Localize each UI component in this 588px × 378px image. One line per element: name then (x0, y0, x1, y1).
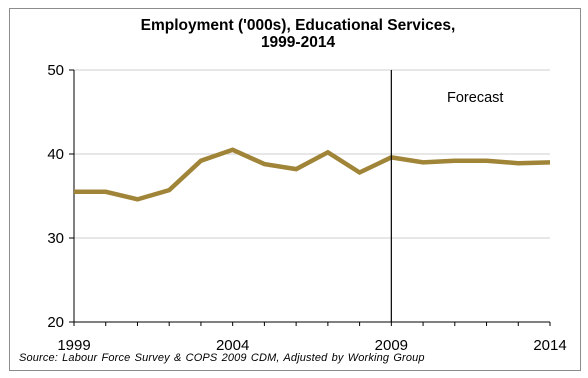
x-tick-label: 1999 (57, 337, 90, 354)
chart-title: Employment ('000s), Educational Services… (0, 17, 588, 51)
y-tick-label: 30 (47, 230, 64, 247)
chart-title-line-1: Employment ('000s), Educational Services… (140, 17, 456, 34)
annotations: Forecast (390, 70, 503, 322)
y-tick-label: 20 (47, 314, 64, 331)
x-tick-labels: 1999 2004 2009 2014 (57, 337, 566, 354)
series-line (74, 147, 551, 202)
x-tick-label: 2009 (375, 337, 408, 354)
y-tick-label: 40 (47, 146, 64, 163)
data-marks (73, 147, 551, 202)
chart-title-line-2: 1999-2014 (260, 34, 336, 51)
y-tick-labels: 20 30 40 50 (47, 62, 64, 331)
source-note: Source: Labour Force Survey & COPS 2009 … (19, 352, 425, 364)
x-tick-label: 2004 (216, 337, 249, 354)
x-tick-label: 2014 (533, 337, 566, 354)
gridlines (74, 69, 550, 239)
y-tick-label: 50 (47, 62, 64, 79)
chart-frame (9, 8, 581, 371)
forecast-label: Forecast (447, 90, 503, 106)
axes (69, 69, 551, 326)
